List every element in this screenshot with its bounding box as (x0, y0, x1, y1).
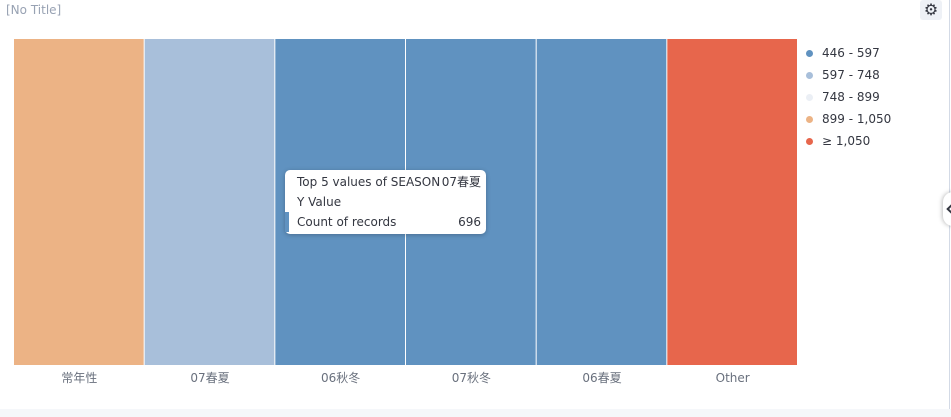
x-tick-label: 06春夏 (582, 371, 621, 385)
x-tick-label: 06秋冬 (321, 370, 360, 385)
legend-item[interactable]: 899 - 1,050 (806, 108, 891, 130)
x-tick-label: Other (716, 371, 750, 385)
heatmap-cell[interactable] (536, 39, 667, 365)
legend-item[interactable]: 597 - 748 (806, 64, 891, 86)
tooltip-row-y: Y Value (285, 192, 486, 212)
legend-label: 899 - 1,050 (822, 112, 892, 126)
gear-icon[interactable]: ⚙ (920, 0, 942, 20)
legend-swatch (806, 71, 813, 79)
tooltip-row-count: Count of records 696 (285, 212, 486, 232)
tooltip-label: Top 5 values of SEASON (297, 175, 441, 189)
legend-item[interactable]: ≥ 1,050 (806, 130, 891, 152)
tooltip-color-swatch (285, 212, 289, 232)
heatmap-cell[interactable] (667, 39, 797, 365)
legend-label: 446 - 597 (822, 46, 880, 60)
legend-swatch (806, 49, 813, 57)
legend-swatch (806, 115, 813, 123)
x-tick-label: 常年性 (61, 371, 97, 385)
tooltip-label: Y Value (297, 195, 342, 209)
legend-item[interactable]: 446 - 597 (806, 42, 891, 64)
panel-bottom-edge (0, 409, 951, 417)
heatmap-cell[interactable] (144, 39, 275, 365)
legend-label: ≥ 1,050 (822, 134, 871, 148)
legend-swatch (806, 137, 813, 145)
x-tick-label: 07春夏 (190, 371, 229, 385)
chevron-left-icon (946, 203, 951, 215)
tooltip-label: Count of records (297, 215, 397, 229)
chart-legend: 446 - 597 597 - 748 748 - 899 899 - 1,050 ≥ … (806, 42, 891, 152)
x-tick-label: 07秋冬 (452, 370, 491, 385)
legend-label: 748 - 899 (822, 90, 880, 104)
chart-tooltip: Top 5 values of SEASON 07春夏 Y Value Coun… (285, 170, 486, 234)
tooltip-value: 07春夏 (441, 175, 481, 189)
legend-label: 597 - 748 (822, 68, 880, 82)
heatmap-cell[interactable] (14, 39, 144, 365)
legend-item[interactable]: 748 - 899 (806, 86, 891, 108)
tooltip-value: 696 (458, 215, 481, 229)
side-panel-toggle[interactable] (943, 192, 951, 226)
legend-swatch (806, 93, 813, 101)
tooltip-row-series: Top 5 values of SEASON 07春夏 (285, 172, 486, 192)
panel-title: [No Title] (6, 3, 62, 17)
